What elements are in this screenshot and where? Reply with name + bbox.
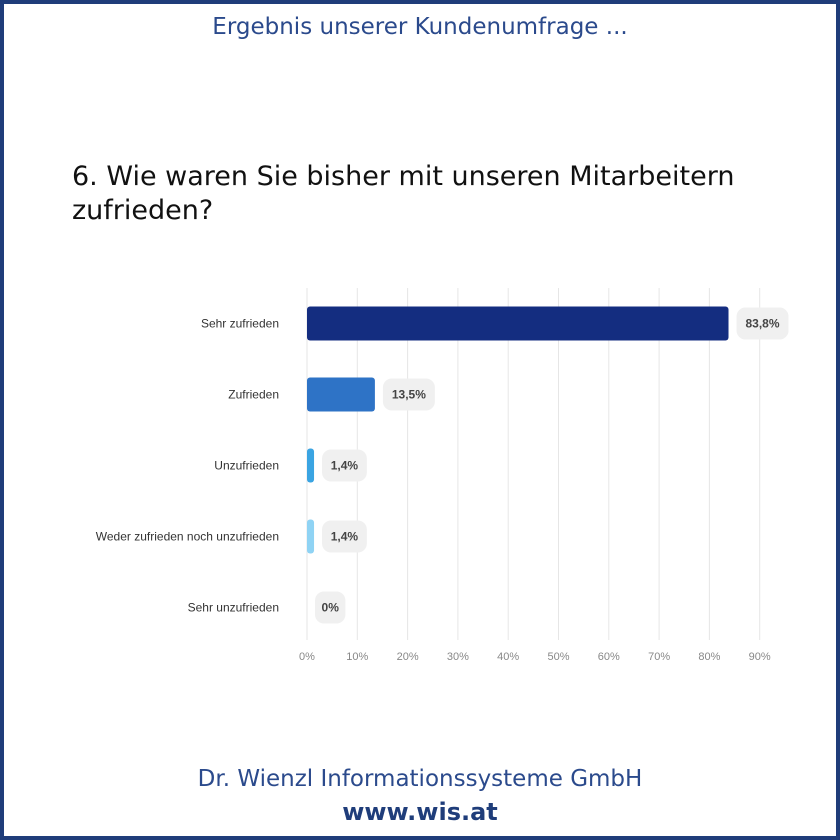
grid-layer <box>306 288 761 640</box>
bar <box>307 448 315 483</box>
x-tick-label: 10% <box>346 651 368 663</box>
category-label: Sehr zufrieden <box>201 317 279 331</box>
category-label: Weder zufrieden noch unzufrieden <box>96 530 279 544</box>
x-tick-label: 90% <box>749 651 771 663</box>
company-name: Dr. Wienzl Informationssysteme GmbH <box>197 766 643 792</box>
value-pill <box>382 378 435 411</box>
bar <box>307 377 375 412</box>
x-tick-label: 40% <box>497 651 519 663</box>
category-label: Zufrieden <box>228 388 279 402</box>
value-pill <box>322 520 367 553</box>
labels-layer: 0% 10% 20% 30% 40% 50% 60% 70% 80% 90% Sehr zufrie… <box>96 307 789 663</box>
x-tick-label: 20% <box>397 651 419 663</box>
value-label: 13,5% <box>392 388 426 402</box>
x-tick-label: 0% <box>299 651 315 663</box>
x-tick-label: 70% <box>648 651 670 663</box>
category-label: Sehr unzufrieden <box>188 601 279 615</box>
value-label: 0% <box>322 601 340 615</box>
value-pill <box>322 449 367 482</box>
x-tick-label: 50% <box>547 651 569 663</box>
value-label: 83,8% <box>745 317 779 331</box>
value-pill <box>736 307 789 340</box>
x-tick-label: 80% <box>698 651 720 663</box>
question-text: 6. Wie waren Sie bisher mit unseren Mita… <box>72 161 735 226</box>
value-label: 1,4% <box>331 459 359 473</box>
bar <box>307 306 729 341</box>
bars-layer <box>307 306 729 554</box>
header-title: Ergebnis unserer Kundenumfrage ... <box>212 14 628 40</box>
website-link[interactable]: www.wis.at <box>342 798 498 826</box>
category-label: Unzufrieden <box>214 459 279 473</box>
bar <box>307 519 315 554</box>
value-label: 1,4% <box>331 530 359 544</box>
value-pill <box>315 591 346 624</box>
x-tick-label: 30% <box>447 651 469 663</box>
x-tick-label: 60% <box>598 651 620 663</box>
